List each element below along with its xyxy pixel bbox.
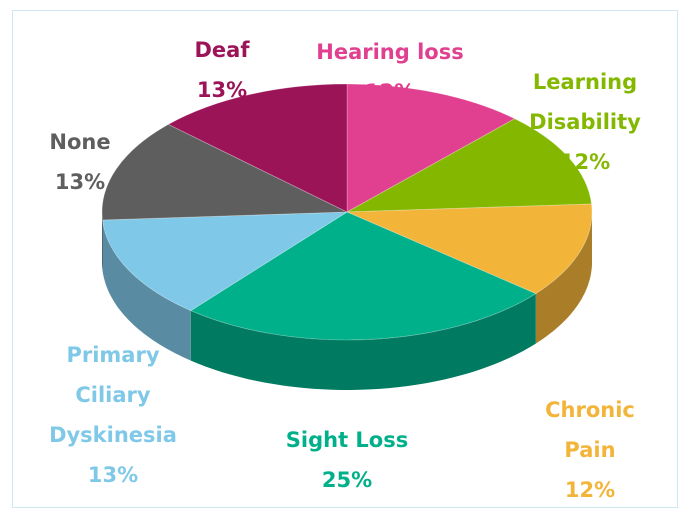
label-value: 12% (364, 80, 416, 104)
slice (346, 203, 593, 295)
label-value: 25% (321, 468, 373, 492)
data-label: Primary Ciliary Dyskinesia 13% (38, 335, 188, 495)
slice (167, 83, 348, 213)
slice (101, 123, 348, 221)
label-value: 12% (559, 150, 611, 174)
slice (346, 83, 516, 213)
label-name: Primary Ciliary Dyskinesia (49, 343, 177, 447)
data-label: None 13% (30, 122, 130, 202)
slice-side (102, 220, 191, 361)
label-name: None (49, 130, 111, 154)
data-label: Learning Disability 12% (515, 62, 655, 182)
label-name: Hearing loss (316, 40, 464, 64)
label-name: Deaf (194, 38, 250, 62)
slice (346, 118, 592, 213)
label-name: Learning Disability (529, 70, 641, 134)
label-value: 13% (196, 78, 248, 102)
data-label: Chronic Pain 12% (533, 390, 648, 510)
label-value: 13% (87, 463, 139, 487)
frame (12, 10, 678, 508)
data-label: Hearing loss 12% (270, 32, 510, 112)
slice-side (535, 212, 592, 344)
slice-side (190, 293, 536, 390)
label-value: 13% (54, 170, 106, 194)
label-value: 12% (564, 478, 616, 502)
label-name: Sight Loss (285, 428, 409, 452)
slice-side (102, 212, 103, 270)
data-label: Sight Loss 25% (247, 420, 447, 500)
label-name: Chronic Pain (545, 398, 635, 462)
data-label: Deaf 13% (172, 30, 272, 110)
slice (189, 211, 537, 341)
slice (102, 211, 349, 312)
